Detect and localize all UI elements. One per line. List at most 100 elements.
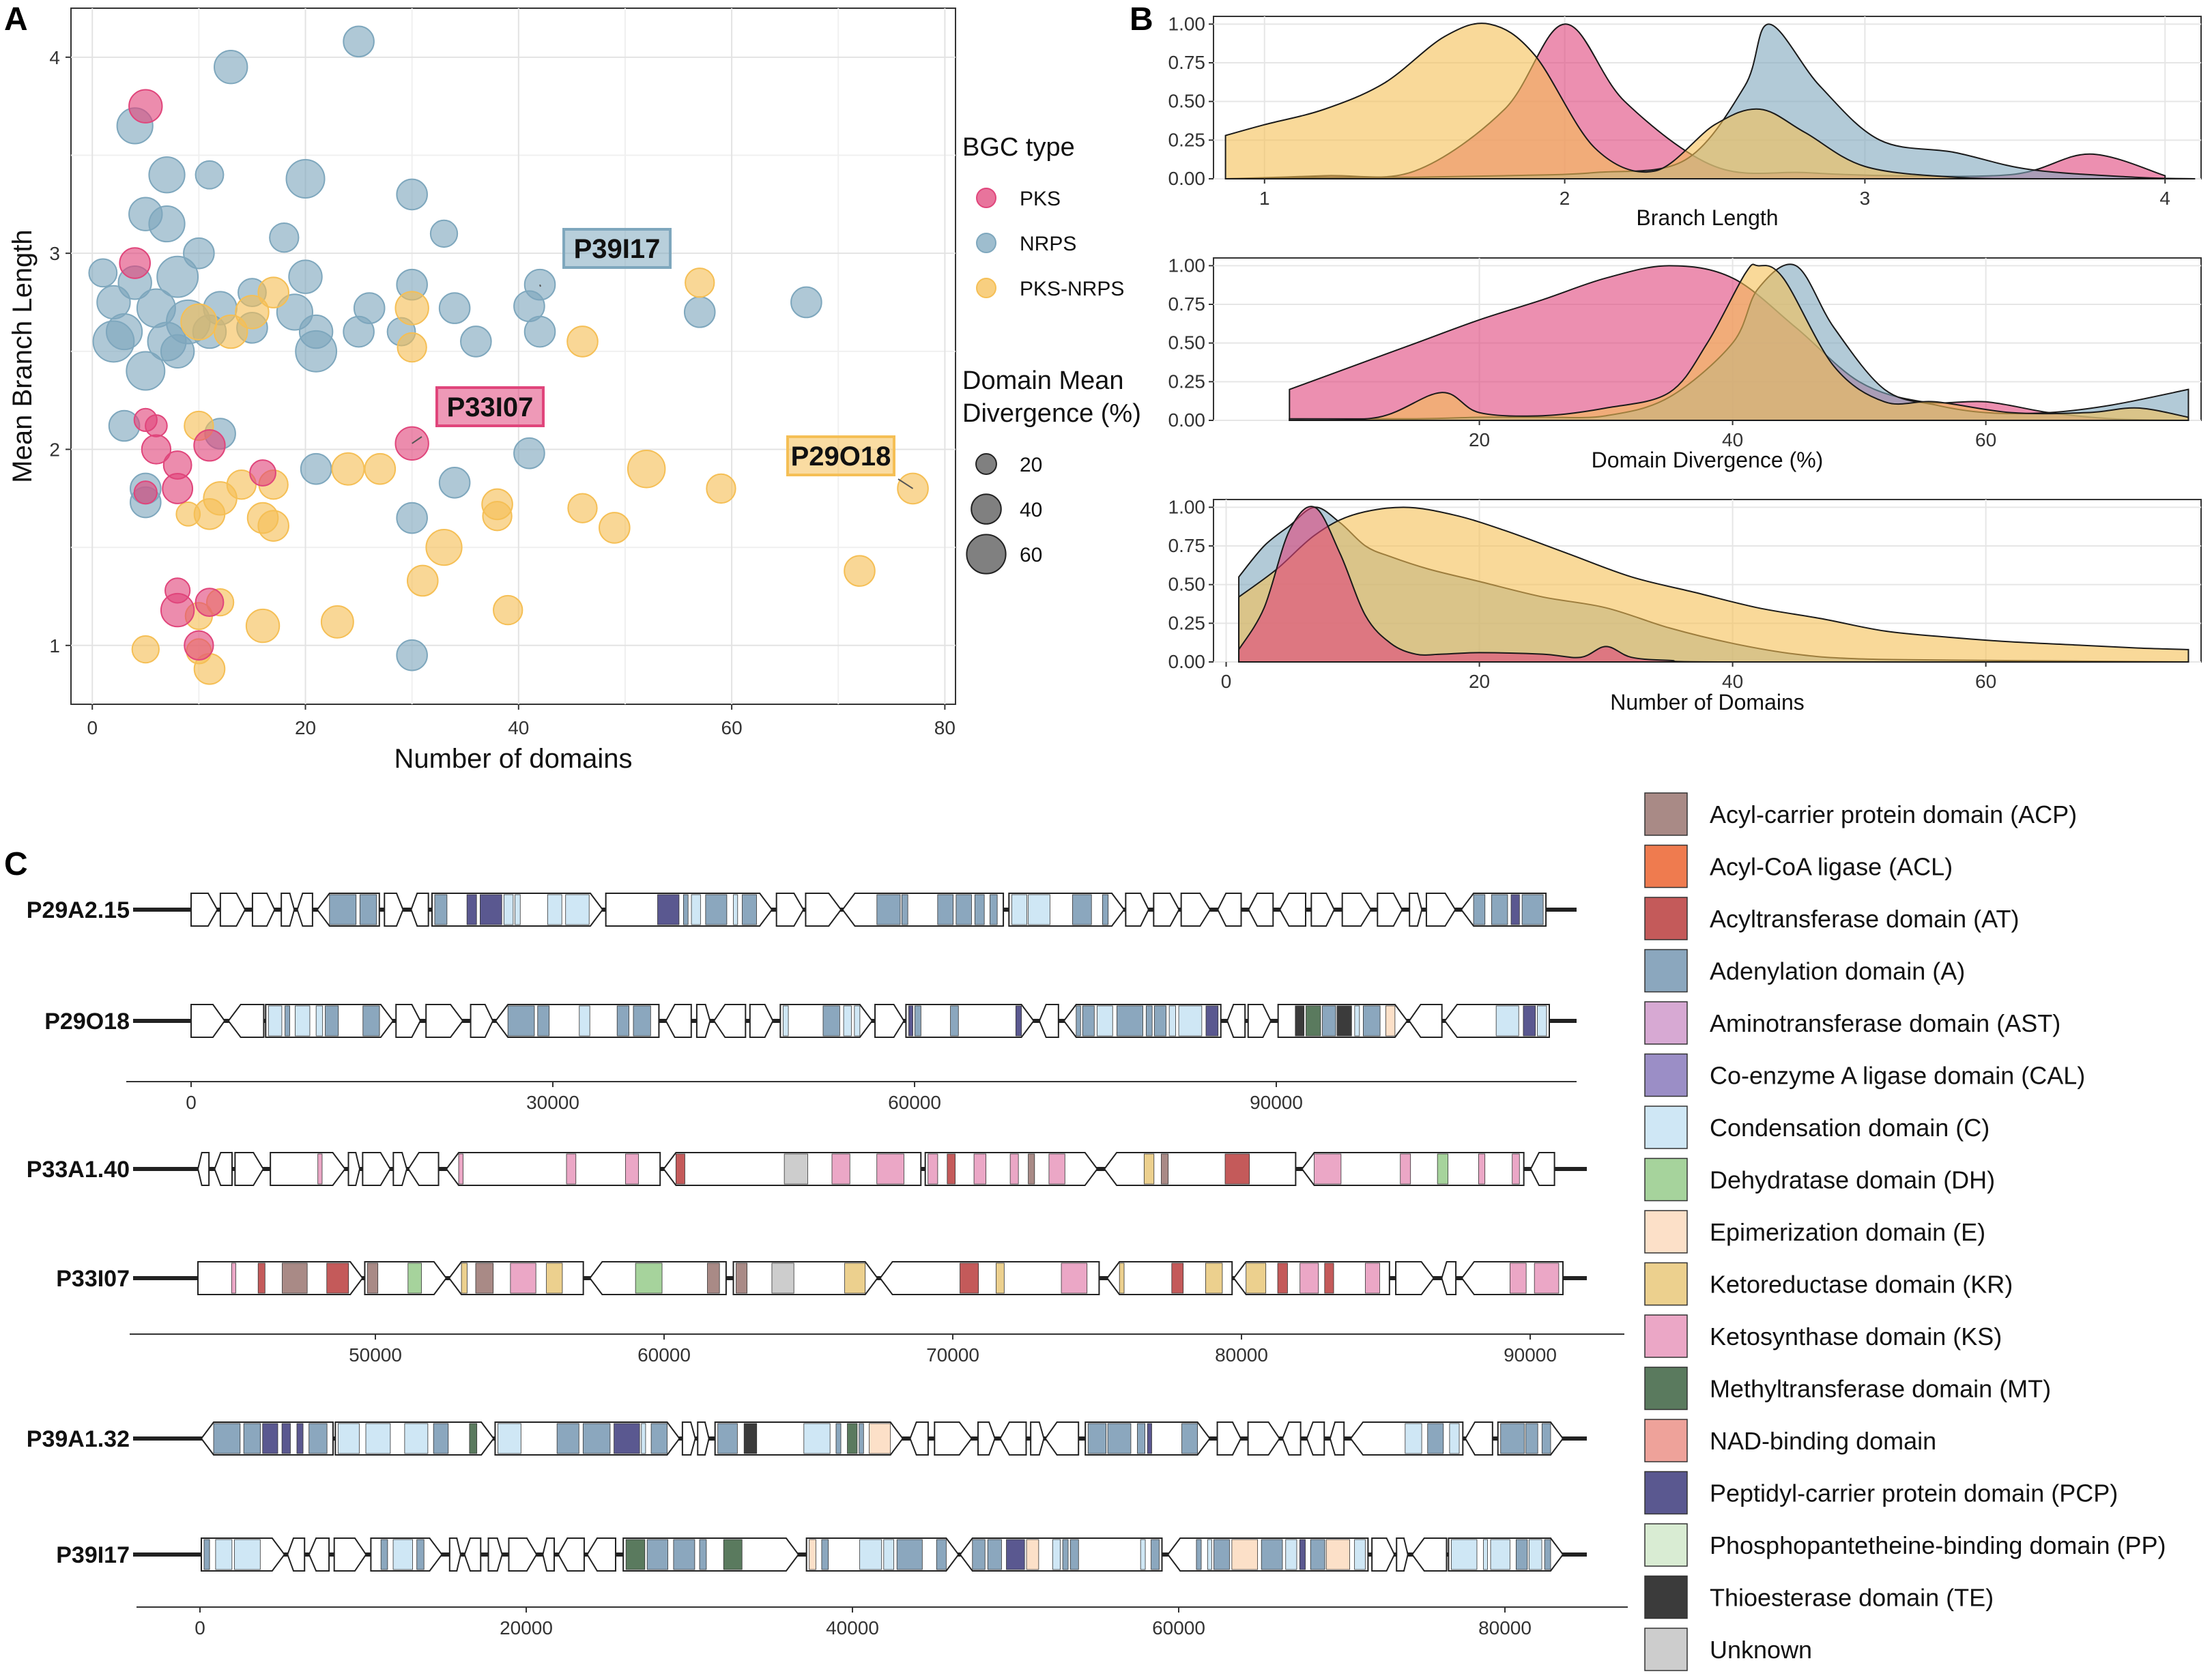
legend-label-pks: PKS xyxy=(1020,188,1061,210)
gene-arrow xyxy=(977,1421,996,1456)
domain-legend-swatch xyxy=(1644,1106,1688,1149)
domain-block xyxy=(1295,1005,1305,1037)
domain-block xyxy=(1006,1539,1025,1570)
domain-block xyxy=(784,1153,808,1185)
domain-block xyxy=(883,1539,895,1570)
domain-block xyxy=(579,1005,590,1037)
scatter-point-nrps xyxy=(285,158,326,199)
scatter-point-nrps xyxy=(396,639,428,671)
scale-tick-label: 0 xyxy=(195,1617,205,1638)
domain-block xyxy=(1178,1005,1203,1037)
gene-arrow xyxy=(909,1421,929,1456)
domain-block xyxy=(546,1262,563,1294)
domain-block xyxy=(281,1423,291,1454)
domain-block xyxy=(315,1005,324,1037)
x-tick-label-b2: 40 xyxy=(1722,429,1743,450)
domain-legend-label: Dehydratase domain (DH) xyxy=(1710,1166,1995,1194)
scatter-point-nrps xyxy=(790,286,822,319)
cluster-name: P33I07 xyxy=(56,1266,130,1292)
domain-block xyxy=(537,1005,550,1037)
x-tick-label-b3: 60 xyxy=(1975,671,1996,692)
density-area-pks xyxy=(1238,506,2189,663)
domain-legend-swatch xyxy=(1644,1210,1688,1254)
domain-block xyxy=(809,1539,816,1570)
gene-arrow xyxy=(999,1421,1027,1456)
density-plot-b2: 0.00 0.25 0.50 0.75 1.00 20 40 60 Domain Diverge… xyxy=(1168,255,2202,472)
gene-arrow xyxy=(1180,893,1211,927)
gene-arrow xyxy=(308,1537,330,1572)
domain-block xyxy=(1534,1262,1560,1294)
cluster-row: P29O18 xyxy=(44,1004,1577,1038)
scatter-plot-a: P39I17 P33I07 P29O18 0 20 40 60 80 1 2 3 4 Number … xyxy=(8,8,1141,774)
domain-block xyxy=(1473,894,1486,925)
domain-block xyxy=(859,1539,882,1570)
scatter-point-nrps xyxy=(288,259,323,294)
gene-arrow xyxy=(1044,1421,1080,1456)
domain-block xyxy=(1483,1539,1488,1570)
domain-block xyxy=(231,1262,236,1294)
domain-block xyxy=(582,1423,611,1454)
gene-arrow xyxy=(1279,893,1306,927)
gene-arrow xyxy=(347,1152,361,1186)
gene-arrow xyxy=(384,893,404,927)
gene-arrow xyxy=(1395,1261,1435,1295)
gene-arrow xyxy=(1409,893,1423,927)
gene-arrow xyxy=(1247,1004,1272,1038)
domain-block xyxy=(831,1153,850,1185)
gene-arrow xyxy=(749,1004,774,1038)
domain-block xyxy=(434,894,448,925)
domain-block xyxy=(974,894,985,925)
domain-block xyxy=(960,1262,979,1294)
domain-block xyxy=(257,1262,265,1294)
domain-block xyxy=(404,1423,429,1454)
domain-legend-swatch xyxy=(1644,1575,1688,1619)
gene-arrow xyxy=(251,893,276,927)
scale-tick-label: 70000 xyxy=(926,1344,979,1366)
gene-arrow xyxy=(392,1152,408,1186)
gene-arrow xyxy=(1106,1261,1233,1295)
x-axis-label-a: Number of domains xyxy=(394,744,632,774)
domain-block xyxy=(1082,1005,1095,1037)
scatter-point-nrps xyxy=(148,156,186,194)
domain-block xyxy=(362,1005,380,1037)
domain-block xyxy=(1087,1423,1106,1454)
domain-block xyxy=(847,1423,858,1454)
x-tick-label-a: 40 xyxy=(508,717,529,738)
x-tick-label-b1: 4 xyxy=(2159,188,2170,209)
gene-arrow xyxy=(775,893,805,927)
domain-block xyxy=(1151,1539,1160,1570)
domain-block xyxy=(625,1539,646,1570)
domain-block xyxy=(1528,1539,1542,1570)
domain-block xyxy=(1161,1153,1169,1185)
domain-block xyxy=(1061,1262,1088,1294)
scale-tick-label: 60000 xyxy=(888,1092,941,1113)
scale-tick-label: 80000 xyxy=(1478,1617,1532,1638)
scatter-point-pks-nrps xyxy=(320,605,354,639)
gene-arrow xyxy=(1030,1421,1045,1456)
domain-legend-label: Condensation domain (C) xyxy=(1710,1114,1990,1142)
scatter-point-pks-nrps xyxy=(599,512,631,544)
scatter-point-pks-nrps xyxy=(331,452,365,486)
gene-arrow xyxy=(270,1152,346,1186)
domain-block xyxy=(268,1005,283,1037)
scatter-point-pks xyxy=(162,473,194,504)
scatter-point-pks xyxy=(133,480,158,505)
domain-legend-swatch xyxy=(1644,1471,1688,1515)
domain-legend-label: Acyl-CoA ligase (ACL) xyxy=(1710,853,1953,881)
domain-block xyxy=(213,1423,241,1454)
domain-legend-swatch xyxy=(1644,1157,1688,1202)
domain-block xyxy=(1512,1153,1520,1185)
domain-block xyxy=(547,894,562,925)
gene-arrow xyxy=(681,1421,696,1456)
scatter-point-pks-nrps xyxy=(844,555,876,587)
domain-legend-swatch xyxy=(1644,844,1688,888)
gene-arrow xyxy=(445,1152,661,1186)
domain-block xyxy=(1324,1262,1334,1294)
domain-block xyxy=(1062,1539,1069,1570)
gene-arrow xyxy=(463,1537,482,1572)
gene-arrow xyxy=(665,1004,692,1038)
legend-title-bgc-type: BGC type xyxy=(962,133,1075,162)
x-tick-label-a: 20 xyxy=(295,717,316,738)
callout-label: P33I07 xyxy=(447,392,534,422)
y-tick-label-b2: 0.00 xyxy=(1168,409,1206,431)
